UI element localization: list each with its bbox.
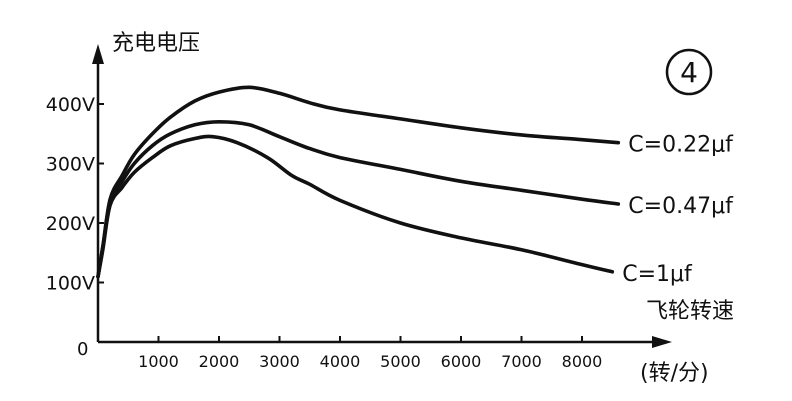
y-tick-label: 400V (46, 94, 95, 116)
x-tick-label: 5000 (380, 352, 421, 371)
x-tick-label: 7000 (501, 352, 542, 371)
series-group: C=0.22μf C=0.47μf C=1μf (96, 85, 734, 287)
series-line-2 (96, 120, 621, 279)
figure-number-circle (665, 48, 713, 96)
x-tick-label: 6000 (441, 352, 482, 371)
y-axis-label: 充电电压 (112, 31, 200, 56)
series-line-1 (96, 85, 621, 279)
x-tick-label: 2000 (199, 352, 240, 371)
x-tick-label: 4000 (320, 352, 361, 371)
x-tick-label: 1000 (138, 352, 179, 371)
x-tick-label: 8000 (562, 352, 603, 371)
ticks: 1000 2000 3000 4000 5000 6000 7000 8000 100V 200V… (46, 94, 603, 371)
origin-label: 0 (77, 339, 88, 360)
x-axis-unit: (转/分) (640, 361, 709, 386)
series-label-1: C=0.22μf (628, 133, 734, 158)
series-label-2: C=0.47μf (628, 194, 734, 219)
x-tick-label: 3000 (259, 352, 300, 371)
series-label-3: C=1μf (622, 262, 693, 287)
figure-number-label: 4 (680, 56, 698, 89)
y-axis-arrow (92, 44, 104, 64)
x-axis-label: 飞轮转速 (646, 299, 734, 324)
axes (92, 44, 672, 348)
series-line-3 (96, 134, 615, 279)
y-tick-label: 100V (46, 273, 95, 295)
figure-number-badge: 4 (665, 48, 713, 96)
y-tick-label: 200V (46, 213, 95, 235)
y-tick-label: 300V (46, 154, 95, 176)
x-axis-arrow (652, 336, 672, 348)
